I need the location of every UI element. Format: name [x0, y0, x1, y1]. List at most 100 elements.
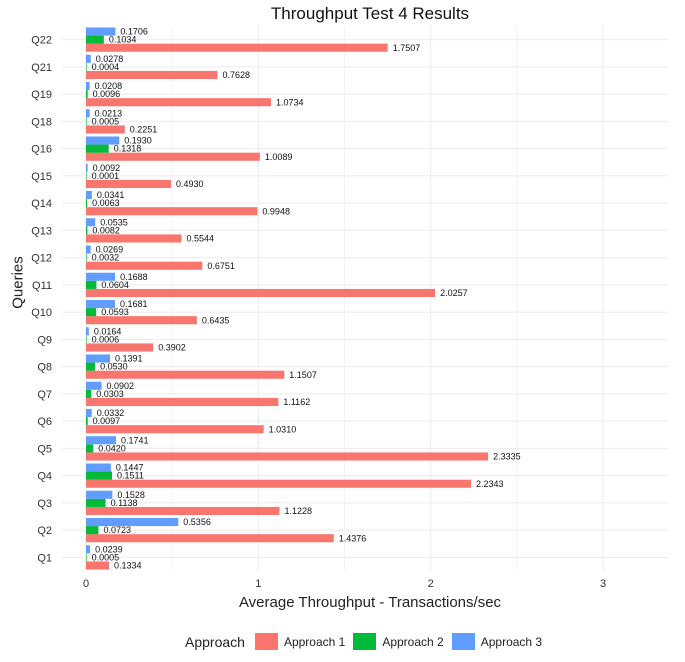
data-label: 1.0089	[265, 152, 293, 162]
bar-approach-2	[86, 117, 87, 126]
bar-approach-1	[86, 288, 436, 298]
bar-approach-2	[86, 553, 87, 562]
bar-approach-1	[86, 479, 472, 488]
value-labels: 0.13340.00050.02391.43760.07230.53561.12…	[92, 27, 521, 571]
y-tick-label: Q7	[37, 389, 52, 401]
legend-item-approach-2: Approach 2	[353, 633, 444, 650]
data-label: 0.0096	[93, 89, 121, 99]
bar-approach-1	[86, 125, 125, 134]
bar-approach-2	[86, 335, 87, 344]
data-label: 0.0269	[96, 245, 124, 255]
y-tick-label: Q9	[37, 334, 52, 346]
y-tick-label: Q2	[37, 525, 52, 537]
data-label: 0.0239	[95, 544, 123, 554]
data-label: 1.1507	[289, 370, 317, 380]
data-label: 0.0005	[92, 552, 120, 562]
data-label: 0.0332	[97, 408, 125, 418]
bar-approach-1	[86, 452, 489, 461]
data-label: 0.0164	[94, 326, 122, 336]
y-tick-label: Q11	[32, 280, 52, 292]
data-label: 0.0097	[93, 416, 121, 426]
data-label: 2.2343	[476, 479, 504, 489]
data-label: 0.0420	[98, 443, 126, 453]
data-label: 0.1528	[117, 490, 145, 500]
chart-title: Throughput Test 4 Results	[270, 4, 470, 23]
data-label: 0.0902	[107, 381, 135, 391]
bar-approach-3	[86, 299, 115, 309]
bar-approach-1	[86, 70, 218, 80]
data-label: 0.0593	[101, 307, 129, 317]
data-label: 1.7507	[393, 43, 421, 53]
bar-approach-2	[86, 280, 97, 289]
data-label: 0.0092	[93, 163, 121, 173]
legend-label-approach-3: Approach 3	[480, 634, 543, 649]
y-tick-label: Q4	[37, 471, 52, 483]
y-tick-label: Q19	[31, 89, 52, 101]
data-label: 1.4376	[339, 533, 367, 543]
data-label: 0.5544	[187, 234, 215, 244]
bar-approach-1	[86, 534, 334, 543]
data-label: 0.0005	[92, 116, 120, 126]
data-label: 0.0082	[92, 225, 120, 235]
bar-approach-3	[86, 163, 88, 172]
x-tick-label: 2	[428, 578, 434, 590]
data-label: 0.1034	[109, 35, 137, 45]
data-label: 0.0032	[92, 253, 120, 263]
bar-approach-2	[86, 171, 87, 180]
data-label: 0.1391	[115, 354, 143, 364]
bar-approach-2	[86, 62, 87, 71]
bar-approach-2	[86, 498, 106, 507]
data-label: 0.4930	[176, 179, 204, 189]
data-label: 0.9948	[262, 206, 290, 216]
bar-approach-1	[86, 43, 388, 52]
data-label: 0.1334	[114, 561, 142, 571]
legend-title: Approach	[185, 633, 245, 650]
data-label: 0.0208	[95, 81, 123, 91]
bar-approach-2	[86, 526, 99, 535]
bar-approach-3	[86, 517, 179, 527]
y-tick-label: Q5	[37, 443, 52, 455]
bar-approach-1	[86, 152, 260, 161]
bar-approach-3	[86, 272, 116, 281]
bar-approach-3	[86, 109, 90, 118]
y-tick-label: Q3	[37, 498, 52, 510]
bar-approach-3	[86, 327, 89, 336]
y-tick-label: Q13	[31, 225, 52, 237]
bar-approach-3	[86, 190, 92, 200]
bar-approach-3	[86, 27, 116, 36]
bar-approach-1	[86, 207, 258, 216]
data-label: 1.1228	[284, 506, 312, 516]
bar-approach-1	[86, 561, 109, 570]
y-tick-label: Q16	[31, 144, 52, 156]
data-label: 0.0723	[103, 525, 131, 535]
y-tick-label: Q1	[37, 552, 52, 564]
data-label: 1.1162	[283, 397, 310, 407]
legend-label-approach-2: Approach 2	[382, 634, 444, 649]
data-label: 0.0004	[92, 62, 120, 72]
bar-approach-3	[86, 354, 110, 363]
bar-approach-2	[86, 444, 94, 453]
bar-approach-3	[86, 436, 117, 445]
bar-approach-3	[86, 381, 102, 390]
data-label: 0.1511	[117, 471, 144, 481]
data-label: 0.0303	[96, 389, 124, 399]
bar-approach-3	[86, 463, 111, 472]
bar-approach-2	[86, 389, 92, 398]
bar-approach-2	[86, 226, 88, 235]
y-tick-label: Q8	[37, 362, 52, 374]
bar-approach-1	[86, 506, 280, 516]
data-label: 0.1688	[120, 272, 148, 282]
bar-approach-3	[86, 218, 96, 227]
data-label: 0.7628	[222, 70, 250, 80]
data-label: 0.0530	[100, 362, 128, 372]
data-label: 0.1930	[124, 136, 152, 146]
data-label: 0.3902	[158, 343, 186, 353]
bar-approach-1	[86, 343, 154, 352]
legend-item-approach-1: Approach 1	[254, 633, 345, 650]
bar-approach-1	[86, 316, 197, 325]
bar-approach-2	[86, 362, 96, 371]
data-label: 0.1318	[114, 144, 142, 154]
data-label: 0.0001	[92, 171, 120, 181]
y-tick-label: Q22	[31, 35, 52, 47]
